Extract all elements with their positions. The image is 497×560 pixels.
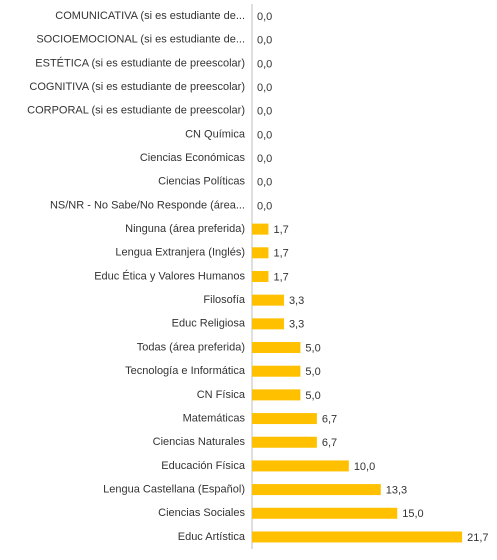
bar [252,531,463,543]
bar [252,507,398,519]
bar [252,247,269,259]
category-label: Ciencias Naturales [153,436,246,448]
category-label: Todas (área preferida) [137,341,245,353]
value-label: 6,7 [322,413,337,425]
category-label: Filosofía [203,294,245,306]
bar [252,294,284,306]
category-label: SOCIOEMOCIONAL (si es estudiante de... [36,34,245,46]
value-label: 0,0 [257,153,272,165]
category-label: Ninguna (área preferida) [125,223,245,235]
category-label: Ciencias Políticas [158,176,245,188]
value-label: 21,7 [467,532,488,544]
value-label: 0,0 [257,106,272,118]
category-label: Lengua Extranjera (Inglés) [115,247,245,259]
category-label: CORPORAL (si es estudiante de preescolar… [27,105,245,117]
value-label: 15,0 [402,508,423,520]
value-label: 0,0 [257,58,272,70]
bar [252,389,301,401]
category-label: Educ Artística [178,531,246,543]
category-label: CN Física [197,389,246,401]
bar [252,365,301,377]
value-label: 0,0 [257,35,272,47]
category-label: Educ Religiosa [172,318,246,330]
bar [252,318,284,330]
category-label: COGNITIVA (si es estudiante de preescola… [29,81,245,93]
value-label: 1,7 [273,224,288,236]
value-label: 3,3 [289,319,304,331]
value-label: 3,3 [289,295,304,307]
bar [252,223,269,235]
category-label: Matemáticas [183,412,246,424]
category-label: Educación Física [161,460,246,472]
bar [252,270,269,282]
value-label: 6,7 [322,437,337,449]
bar [252,484,381,496]
value-label: 5,0 [305,390,320,402]
value-label: 1,7 [273,271,288,283]
category-label: Educ Ética y Valores Humanos [94,269,245,282]
value-label: 0,0 [257,11,272,23]
category-label: CN Química [185,128,246,140]
bar [252,413,317,425]
category-label: Ciencias Sociales [158,507,245,519]
bar [252,342,301,354]
bar [252,460,349,472]
category-label: Tecnología e Informática [125,365,246,377]
category-label: Ciencias Económicas [140,152,246,164]
value-label: 0,0 [257,177,272,189]
bar [252,436,317,448]
value-label: 0,0 [257,82,272,94]
category-label: Lengua Castellana (Español) [103,484,245,496]
value-label: 10,0 [354,461,375,473]
value-label: 13,3 [386,485,407,497]
category-label: NS/NR - No Sabe/No Responde (área... [50,199,245,211]
category-label: ESTÉTICA (si es estudiante de preescolar… [35,56,245,69]
category-label: COMUNICATIVA (si es estudiante de... [55,10,245,22]
value-label: 0,0 [257,200,272,212]
value-label: 5,0 [305,342,320,354]
value-label: 1,7 [273,248,288,260]
value-label: 5,0 [305,366,320,378]
value-label: 0,0 [257,129,272,141]
